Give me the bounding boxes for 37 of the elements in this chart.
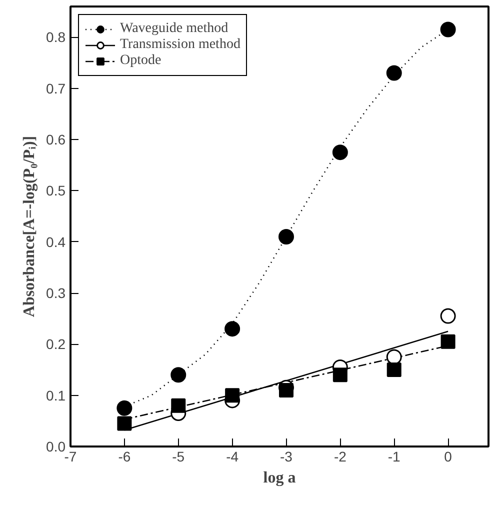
point (278, 228, 294, 244)
point (116, 400, 132, 416)
x-tick-label: -7 (64, 448, 77, 464)
x-tick-label: -1 (388, 448, 401, 464)
point (440, 22, 456, 38)
y-tick-label: 0.4 (46, 234, 66, 250)
x-tick-label: 0 (444, 448, 452, 464)
y-tick-label: 0.0 (46, 438, 66, 454)
legend-label: Optode (120, 53, 162, 69)
x-tick-label: -5 (172, 448, 185, 464)
x-tick-label: -2 (334, 448, 347, 464)
point (225, 388, 240, 403)
x-axis-title: log a (263, 470, 296, 486)
point (171, 398, 186, 413)
point (278, 382, 294, 398)
x-tick-label: -3 (280, 448, 293, 464)
point (386, 65, 402, 81)
point (332, 144, 348, 160)
point (170, 367, 186, 383)
x-tick-label: -6 (118, 448, 131, 464)
point (440, 308, 456, 324)
point (386, 362, 402, 378)
y-axis-title: Absorbance[A=-log(P₀/Pᵢ)] (21, 136, 38, 318)
y-tick-label: 0.2 (46, 336, 66, 352)
legend-label: Transmission method (120, 37, 240, 53)
point (440, 334, 456, 349)
y-tick-label: 0.5 (46, 182, 66, 199)
y-tick-label: 0.7 (46, 80, 66, 96)
y-tick-label: 0.8 (46, 29, 66, 46)
y-tick-label: 0.3 (46, 285, 66, 302)
legend-label: Waveguide method (120, 21, 228, 37)
y-tick-label: 0.6 (46, 132, 66, 148)
point (224, 321, 240, 337)
x-tick-label: -4 (226, 448, 239, 464)
point (332, 368, 348, 382)
y-tick-label: 0.1 (46, 387, 66, 404)
point (117, 416, 132, 431)
